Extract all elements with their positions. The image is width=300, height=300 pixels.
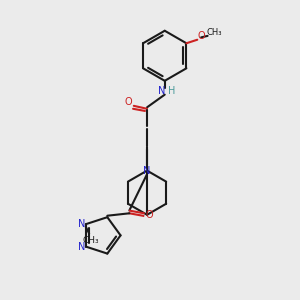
Text: N: N bbox=[158, 86, 165, 96]
Text: CH₃: CH₃ bbox=[82, 236, 99, 245]
Text: N: N bbox=[78, 219, 85, 229]
Text: O: O bbox=[145, 210, 153, 220]
Text: N: N bbox=[78, 242, 85, 252]
Text: CH₃: CH₃ bbox=[207, 28, 222, 38]
Text: H: H bbox=[167, 86, 175, 96]
Text: O: O bbox=[197, 32, 205, 41]
Text: O: O bbox=[124, 97, 132, 107]
Text: N: N bbox=[143, 166, 151, 176]
